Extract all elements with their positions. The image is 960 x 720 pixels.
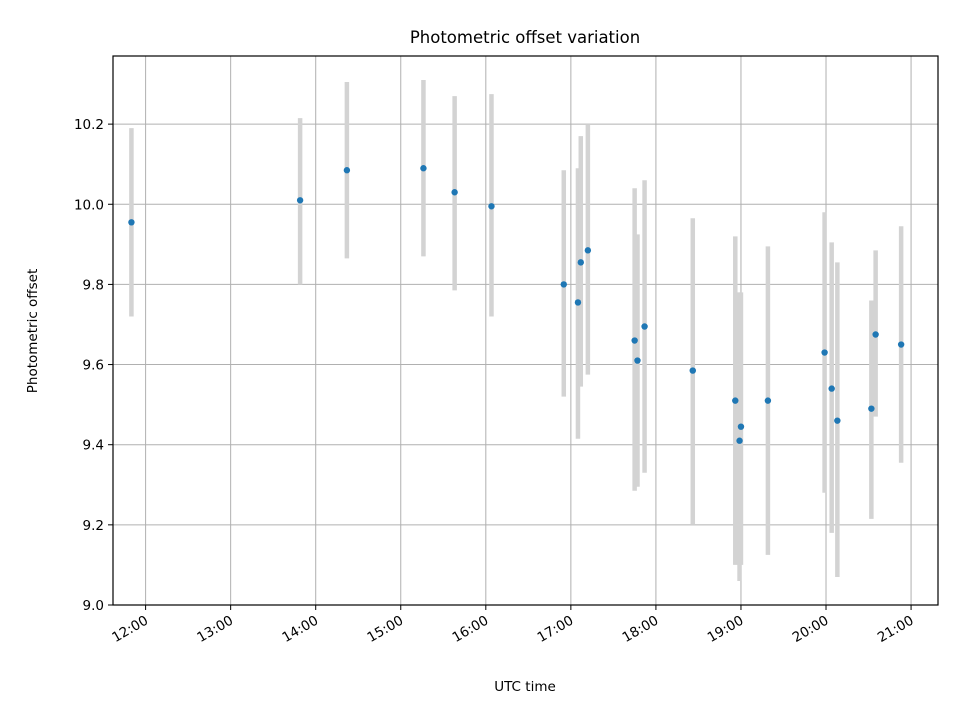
x-tick-label: 19:00 [705, 613, 747, 646]
data-point [420, 165, 427, 172]
data-point [631, 337, 638, 344]
data-point [577, 259, 584, 266]
data-point [296, 197, 304, 204]
data-point [634, 357, 641, 364]
chart-title: Photometric offset variation [410, 28, 640, 47]
data-point [764, 397, 772, 404]
errorbars [129, 80, 904, 581]
data-point [736, 437, 743, 444]
data-point [343, 167, 351, 174]
data-point [828, 385, 835, 392]
data-point [897, 341, 905, 348]
y-tick-label: 9.2 [83, 518, 104, 534]
data-point [128, 219, 135, 226]
data-point [868, 405, 875, 412]
x-tick-label: 17:00 [535, 613, 577, 646]
data-points [128, 165, 905, 444]
data-point [451, 189, 458, 196]
x-tick-label: 14:00 [279, 613, 321, 646]
data-point [488, 203, 495, 210]
x-tick-label: 13:00 [194, 613, 236, 646]
x-tick-label: 12:00 [109, 613, 151, 646]
data-point [872, 331, 879, 338]
data-point [737, 423, 745, 430]
x-tick-label: 20:00 [790, 613, 832, 646]
y-tick-label: 10.0 [74, 197, 104, 213]
data-point [821, 349, 828, 356]
y-tick-label: 10.2 [74, 117, 104, 133]
y-axis-ticks: 9.0 9.2 9.4 9.6 9.8 10.0 10.2 [74, 117, 113, 614]
y-tick-label: 9.6 [83, 358, 104, 374]
data-point [574, 299, 582, 306]
x-tick-label: 16:00 [450, 613, 492, 646]
x-tick-label: 15:00 [365, 613, 407, 646]
x-tick-label: 21:00 [875, 613, 917, 646]
data-point [834, 417, 841, 424]
data-point [641, 323, 648, 330]
y-tick-label: 9.4 [83, 438, 104, 454]
y-tick-label: 9.0 [83, 598, 104, 614]
x-axis-label: UTC time [494, 679, 556, 695]
data-point [689, 367, 696, 374]
grid [113, 56, 938, 606]
plot-frame [112, 55, 939, 606]
data-point [560, 281, 567, 288]
data-point [732, 397, 739, 404]
x-axis-ticks: 12:00 13:00 14:00 15:00 16:00 17:00 18:00 19:00… [109, 605, 917, 646]
y-tick-label: 9.8 [83, 277, 104, 293]
data-point [584, 247, 592, 254]
x-tick-label: 18:00 [620, 613, 662, 646]
y-axis-label: Photometric offset [25, 269, 41, 393]
